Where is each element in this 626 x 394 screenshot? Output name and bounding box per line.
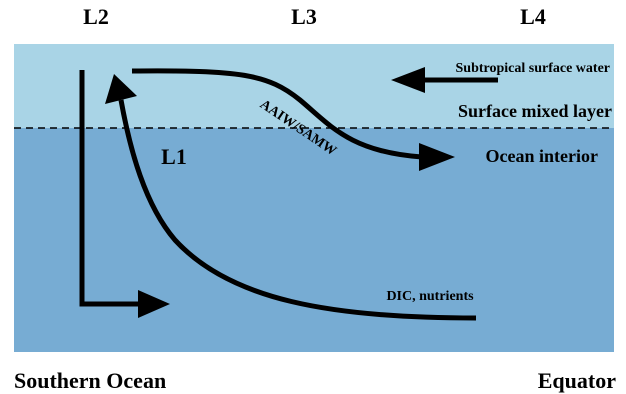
- label-subtropical-surface-water: Subtropical surface water: [456, 61, 611, 76]
- ocean-interior-region: [14, 128, 614, 352]
- label-surface-mixed-layer: Surface mixed layer: [458, 101, 612, 121]
- l2-pathway-arrow: [79, 70, 140, 307]
- label-equator: Equator: [538, 368, 616, 393]
- label-southern-ocean: Southern Ocean: [14, 368, 166, 393]
- label-l3: L3: [291, 4, 317, 29]
- l3-subduction-arrow: [131, 68, 423, 160]
- l1-arrow-head: [105, 74, 137, 104]
- label-l1: L1: [161, 144, 187, 169]
- l4-arrow-head: [391, 67, 425, 93]
- label-l4: L4: [520, 4, 546, 29]
- label-ocean-interior: Ocean interior: [486, 146, 598, 166]
- label-l2: L2: [83, 4, 109, 29]
- l2-arrow-head: [138, 290, 170, 318]
- l3-arrow-head: [419, 143, 455, 171]
- label-dic-nutrients: DIC, nutrients: [386, 289, 474, 304]
- l1-upwelling-arrow: [118, 99, 477, 321]
